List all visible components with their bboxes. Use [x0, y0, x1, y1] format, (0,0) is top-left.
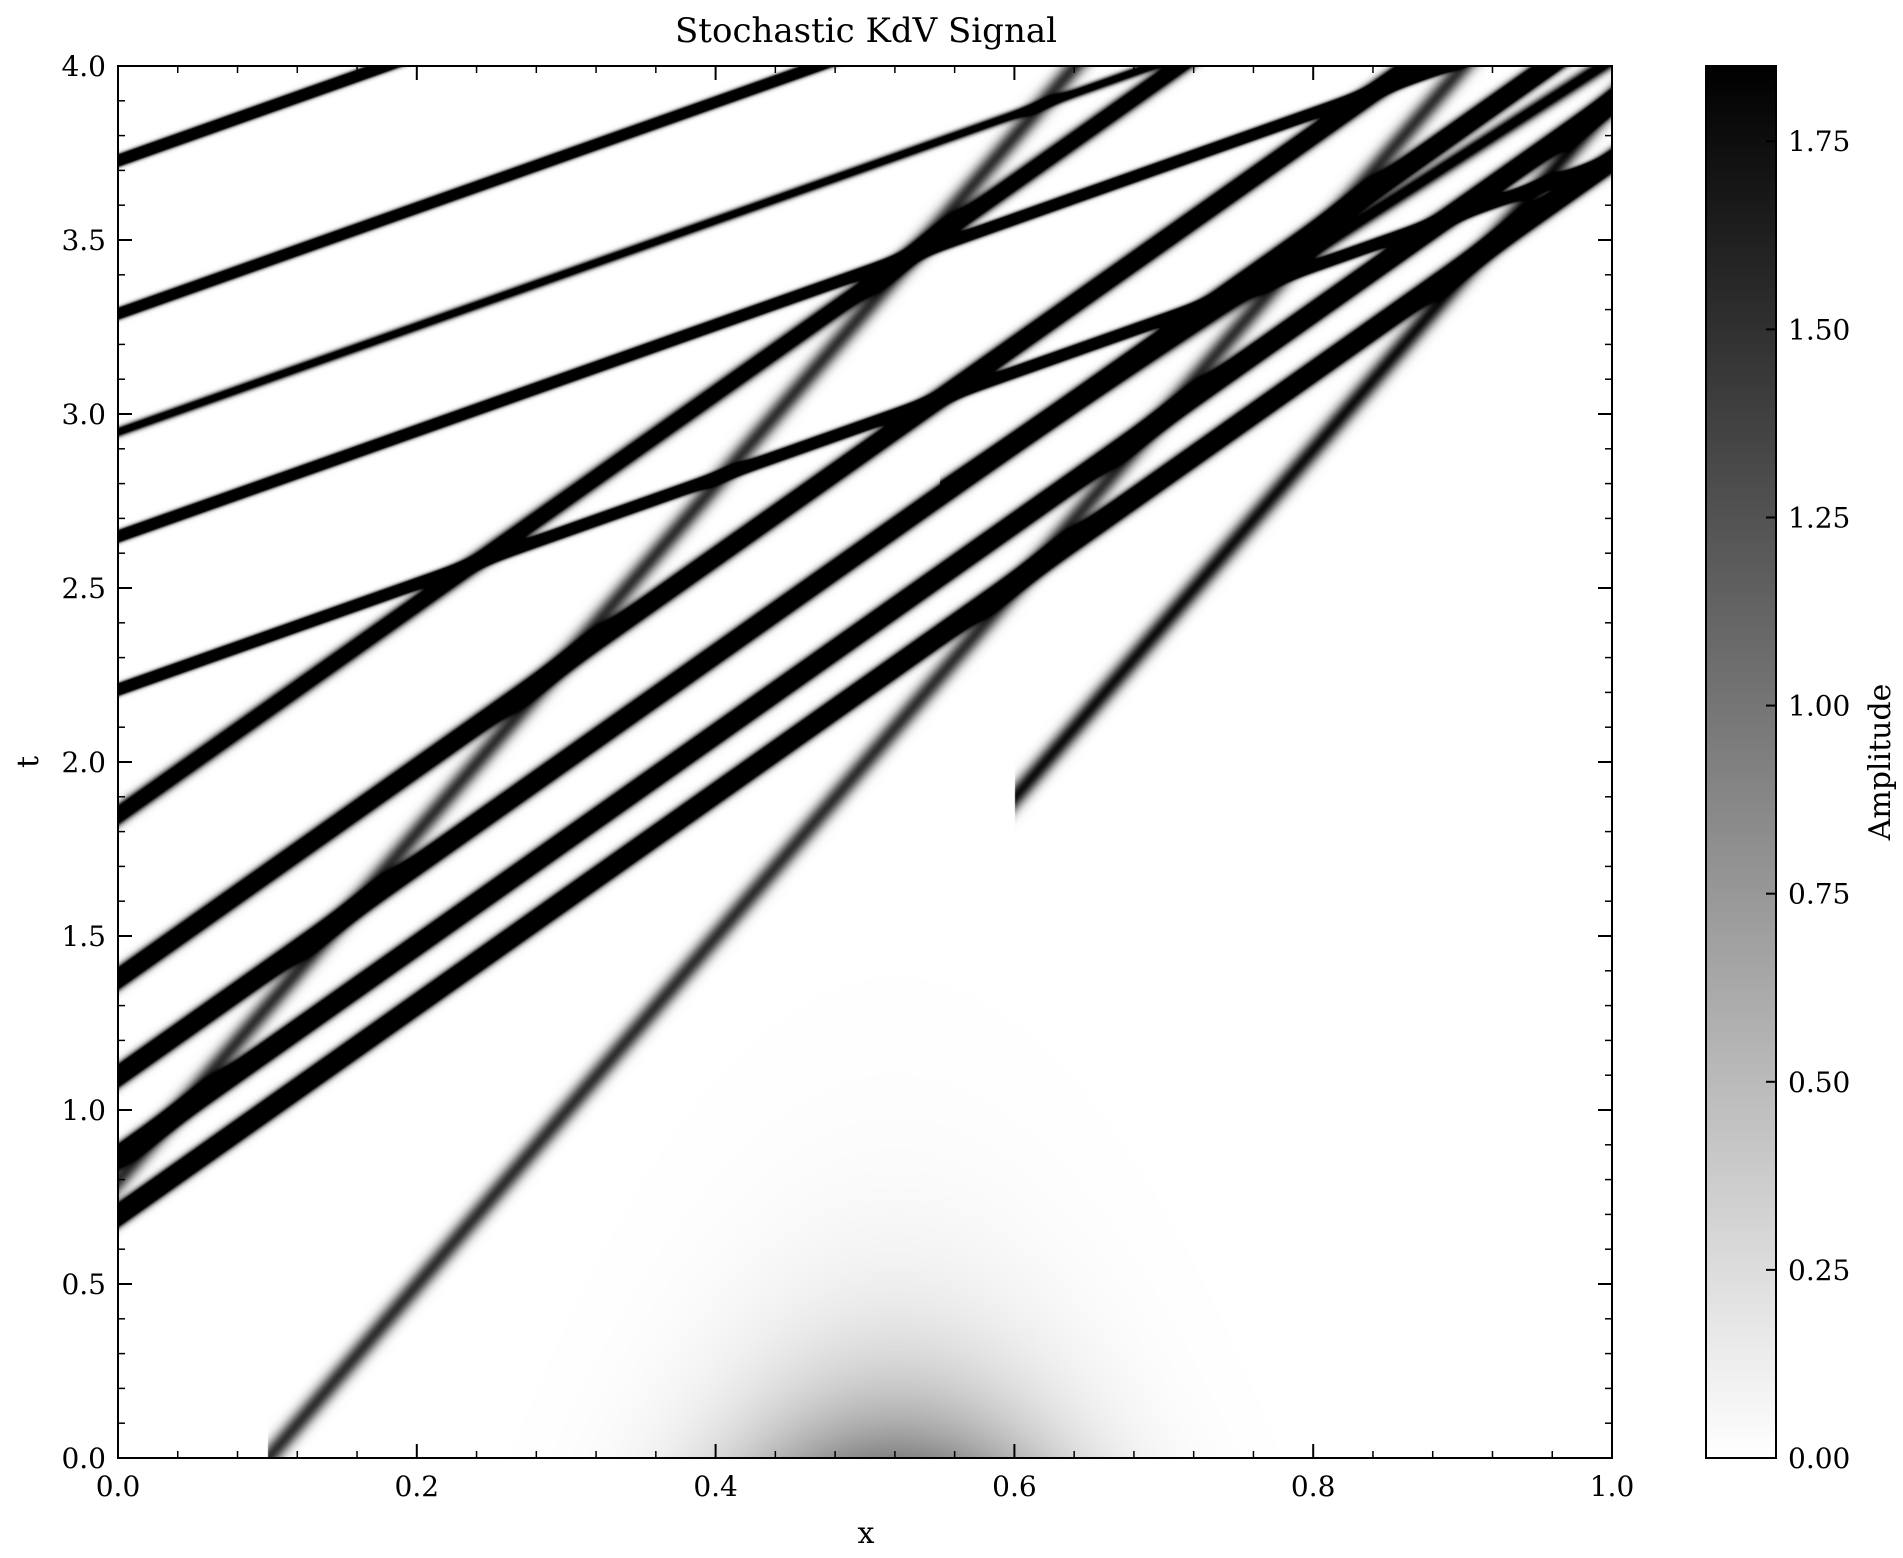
colorbar-tick-label: 0.00: [1788, 1442, 1850, 1475]
y-tick-label: 3.5: [61, 224, 106, 257]
x-tick-label: 0.8: [1291, 1470, 1336, 1503]
x-tick-label: 0.2: [395, 1470, 440, 1503]
y-tick-label: 2.5: [61, 572, 106, 605]
colorbar-axis: 0.00 0.25 0.50 0.75 1.00 1.25 1.50 1.75: [1766, 125, 1850, 1475]
heatmap-image: [118, 66, 1612, 1458]
y-tick-label: 1.5: [61, 920, 106, 953]
colorbar-tick-label: 1.25: [1788, 501, 1850, 534]
x-axis: 0.0 0.2 0.4 0.6 0.8 1.0: [96, 66, 1635, 1503]
y-axis-label: t: [11, 756, 46, 768]
colorbar-tick-label: 1.50: [1788, 313, 1850, 346]
x-tick-label: 1.0: [1590, 1470, 1635, 1503]
x-axis-label: x: [858, 1516, 875, 1551]
x-tick-label: 0.4: [693, 1470, 738, 1503]
colorbar-tick-label: 1.75: [1788, 125, 1850, 158]
colorbar-tick-label: 0.25: [1788, 1254, 1850, 1287]
chart-title: Stochastic KdV Signal: [675, 11, 1057, 51]
colorbar-tick-label: 0.50: [1788, 1066, 1850, 1099]
colorbar: [1705, 65, 1777, 1459]
y-axis: 0.0 0.5 1.0 1.5 2.0 2.5 3.0 3.5 4.0: [61, 50, 1612, 1475]
x-tick-label: 0.6: [992, 1470, 1037, 1503]
y-tick-label: 3.0: [61, 398, 106, 431]
y-tick-label: 0.0: [61, 1442, 106, 1475]
y-tick-label: 4.0: [61, 50, 106, 83]
colorbar-tick-label: 0.75: [1788, 878, 1850, 911]
y-tick-label: 0.5: [61, 1268, 106, 1301]
colorbar-label: Amplitude: [1863, 684, 1898, 842]
y-tick-label: 1.0: [61, 1094, 106, 1127]
x-tick-label: 0.0: [96, 1470, 141, 1503]
y-tick-label: 2.0: [61, 746, 106, 779]
colorbar-tick-label: 1.00: [1788, 690, 1850, 723]
